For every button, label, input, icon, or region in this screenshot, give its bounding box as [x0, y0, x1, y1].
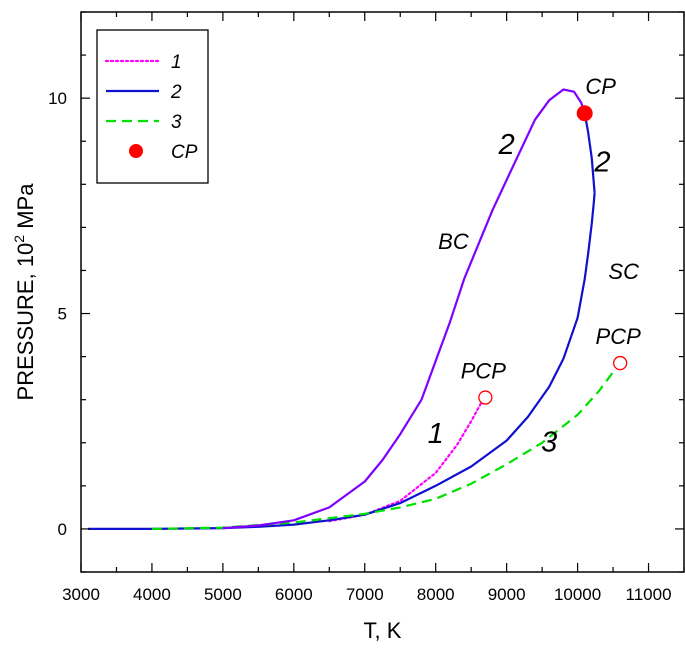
x-axis-title: T, K — [364, 618, 402, 643]
x-tick-label: 6000 — [275, 585, 313, 604]
x-tick-label: 7000 — [346, 585, 384, 604]
x-tick-label: 8000 — [417, 585, 455, 604]
legend-marker — [129, 144, 143, 158]
point-label-PCP-1: PCP — [461, 359, 507, 384]
y-tick-label: 10 — [48, 89, 67, 108]
annotation-1: 1 — [428, 418, 444, 450]
annotation-3: 3 — [541, 426, 557, 458]
annotation-2: 2 — [593, 146, 610, 178]
point-CP — [577, 105, 593, 121]
legend-label: 1 — [171, 52, 182, 73]
legend-label: 3 — [171, 112, 182, 133]
point-label-CP: CP — [585, 74, 616, 99]
annotation-BC: BC — [438, 229, 469, 254]
y-tick-label: 0 — [58, 520, 67, 539]
point-PCP-1 — [479, 391, 492, 404]
x-tick-label: 5000 — [204, 585, 242, 604]
x-tick-label: 9000 — [488, 585, 526, 604]
series-line-1 — [329, 402, 482, 521]
series-line-curve-4 — [585, 113, 595, 193]
x-tick-label: 11000 — [626, 585, 672, 604]
point-label-PCP-3: PCP — [596, 324, 642, 349]
point-PCP-3 — [614, 357, 627, 370]
y-axis-title-superscript: 2 — [11, 235, 27, 243]
y-axis-title: PRESSURE, 102 MPa — [11, 183, 38, 401]
series-line-2 — [88, 193, 594, 529]
annotation-SC: SC — [608, 259, 639, 284]
y-axis-title-suffix: MPa — [13, 183, 38, 235]
x-tick-label: 10000 — [554, 585, 601, 604]
legend-label: 2 — [170, 82, 182, 103]
x-tick-label: 3000 — [62, 585, 100, 604]
series-line-curve-3 — [223, 90, 585, 529]
annotation-2: 2 — [498, 129, 515, 161]
legend-label: CP — [171, 142, 198, 163]
y-tick-label: 5 — [58, 305, 67, 324]
legend: 1 2 3 CP — [97, 30, 208, 183]
x-tick-label: 4000 — [133, 585, 171, 604]
y-axis-title-prefix: PRESSURE, 10 — [13, 243, 38, 401]
